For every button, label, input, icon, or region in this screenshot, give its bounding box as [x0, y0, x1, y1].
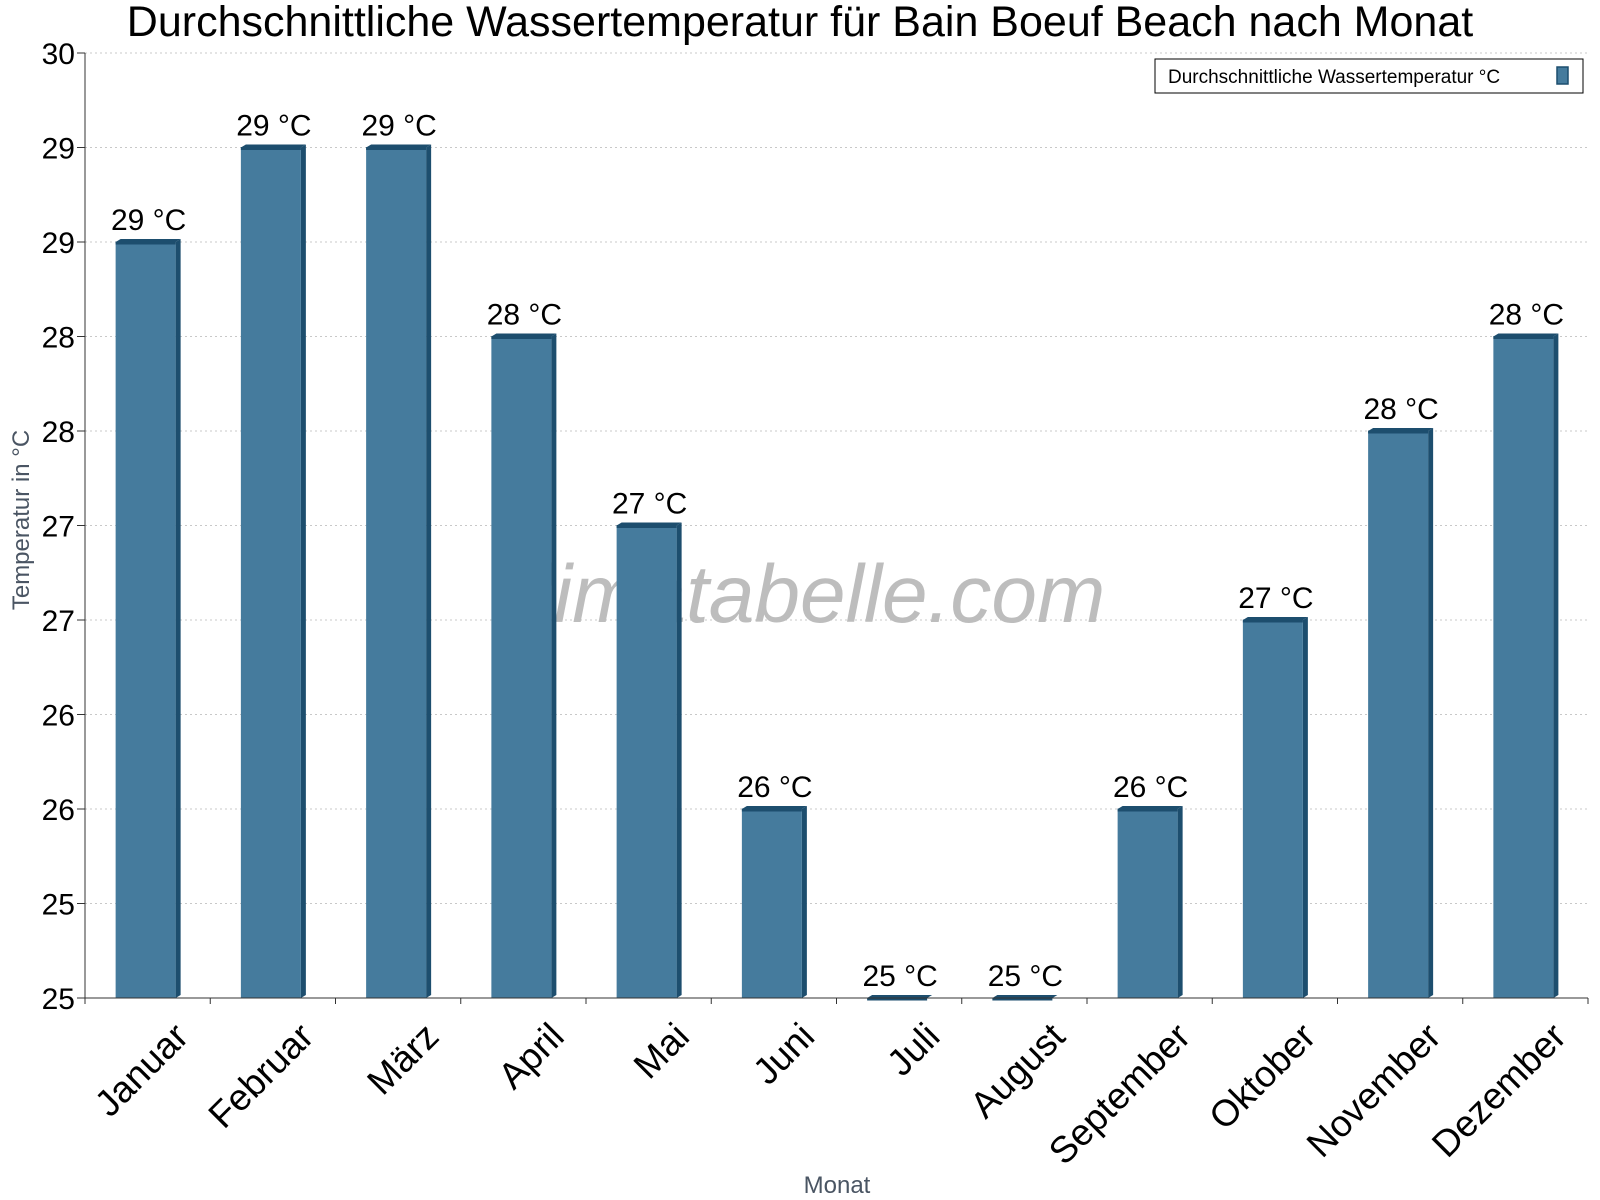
legend: Durchschnittliche Wassertemperatur °C [1154, 58, 1584, 94]
bar-top [115, 239, 181, 242]
bar [741, 809, 802, 998]
legend-box [1154, 58, 1584, 94]
x-axis-title: Monat [804, 1172, 871, 1199]
y-tick-label: 28 [42, 322, 75, 355]
data-label: 25 °C [988, 960, 1063, 993]
bar-side [1553, 333, 1559, 998]
bar-side [801, 806, 807, 998]
bar [1368, 431, 1429, 998]
bar-side [175, 239, 181, 998]
x-tick-label: März [359, 1015, 446, 1102]
data-label: 29 °C [236, 110, 311, 143]
y-tick-label: 27 [42, 511, 75, 544]
y-tick-label: 25 [42, 889, 75, 922]
data-label: 26 °C [737, 771, 812, 804]
bar-side [300, 144, 306, 998]
bar-top [616, 522, 682, 526]
x-tick-label: Juli [879, 1015, 947, 1083]
bar-top [240, 144, 306, 148]
x-tick-label: April [490, 1015, 571, 1096]
y-axis-title: Temperatur in °C [8, 430, 35, 610]
y-tick-label: 30 [42, 38, 75, 71]
bar-top [1493, 333, 1559, 337]
data-label: 27 °C [612, 488, 687, 521]
data-labels: 29 °C 29 °C 29 °C 28 °C 27 °C 26 °C 25 °C 25 °C… [111, 110, 1564, 994]
x-tick-label: Januar [87, 1015, 196, 1124]
y-tick-label: 29 [42, 133, 75, 166]
bar-top [867, 995, 933, 998]
y-tick-label: 26 [42, 794, 75, 827]
data-label: 29 °C [361, 110, 436, 143]
x-tick-label: Dezember [1424, 1015, 1574, 1165]
y-tick-label: 25 [42, 983, 75, 1016]
data-label: 25 °C [862, 960, 937, 993]
bar [366, 147, 427, 998]
bar-side [426, 144, 432, 998]
data-label: 27 °C [1238, 582, 1313, 615]
bar-side [1302, 617, 1308, 998]
bar [115, 242, 176, 998]
bar-top [491, 333, 557, 337]
bar-side [1428, 428, 1434, 998]
data-label: 28 °C [1363, 393, 1438, 426]
bar-top [741, 806, 807, 809]
x-tick-label: Oktober [1201, 1015, 1323, 1137]
bar-top [1242, 617, 1308, 620]
y-tick-label: 29 [42, 227, 75, 260]
x-tick-label: Februar [201, 1015, 322, 1136]
x-tick-label: Mai [626, 1015, 697, 1086]
legend-swatch [1556, 66, 1569, 85]
y-tick-label: 26 [42, 700, 75, 733]
bars [115, 144, 1559, 1001]
bar-top [1117, 806, 1183, 809]
bar [1117, 809, 1178, 998]
chart-title: Durchschnittliche Wassertemperatur für B… [127, 0, 1473, 46]
bar [491, 336, 552, 998]
data-label: 29 °C [111, 204, 186, 237]
data-label: 28 °C [1489, 299, 1564, 332]
bar [1242, 620, 1303, 998]
bar-side [676, 522, 682, 998]
bar-top [992, 995, 1058, 998]
y-tick-label: 28 [42, 416, 75, 449]
bar-top [1368, 428, 1434, 431]
data-label: 26 °C [1113, 771, 1188, 804]
x-tick-label: November [1299, 1015, 1449, 1165]
gridlines [85, 52, 1588, 904]
x-tick-label: August [962, 1015, 1073, 1126]
y-tick-label: 27 [42, 605, 75, 638]
bar-side [551, 333, 557, 998]
x-tick-label: Juni [745, 1015, 822, 1092]
legend-label: Durchschnittliche Wassertemperatur °C [1168, 67, 1500, 88]
bar [240, 147, 301, 998]
bar [616, 525, 677, 998]
bar-side [1177, 806, 1183, 998]
watermark: klimatabelle.com [495, 549, 1106, 640]
bar-top [366, 144, 432, 148]
bar [1493, 336, 1554, 998]
data-label: 28 °C [487, 299, 562, 332]
